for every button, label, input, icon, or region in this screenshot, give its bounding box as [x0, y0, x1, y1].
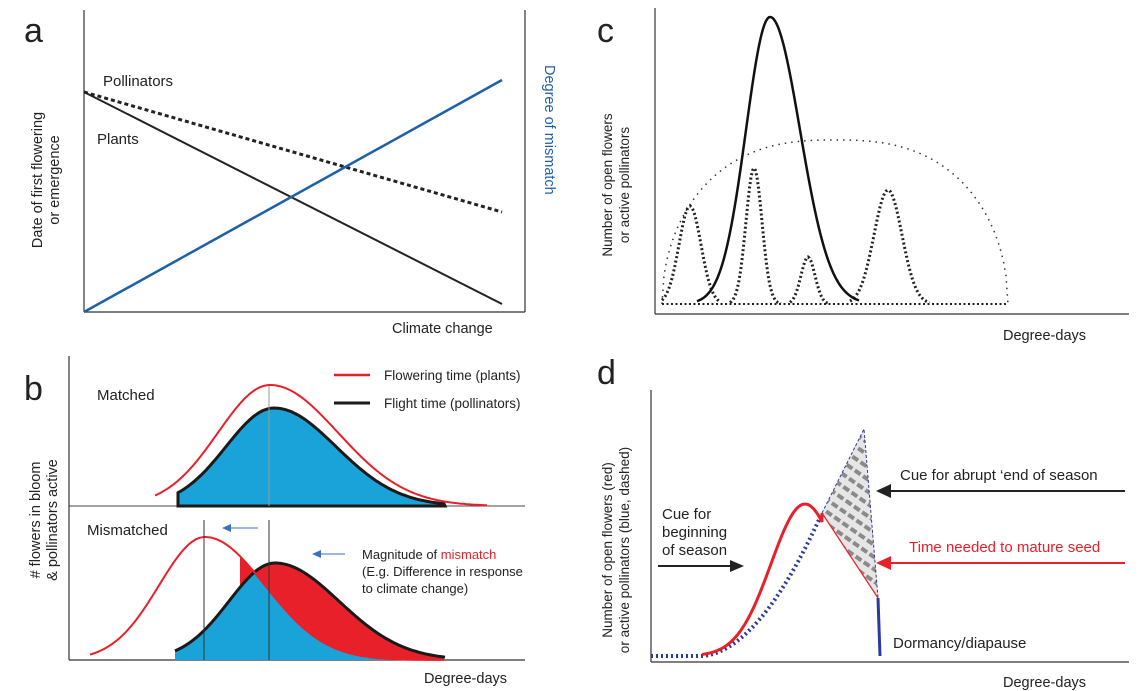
mismatched-label: Mismatched: [87, 522, 168, 539]
cue-end-label: Cue for abrupt ‘end of season: [900, 467, 1098, 484]
cue-end-arrow-head: [876, 484, 891, 498]
community-envelope-curve: [661, 139, 1009, 305]
panel-a-y-label: Date of first flowering or emergence: [30, 112, 63, 248]
mismatch-note-line1: Magnitude of mismatch: [362, 547, 496, 562]
panel-b-x-label: Degree-days: [424, 671, 507, 687]
panel-c-x-label: Degree-days: [1003, 328, 1086, 344]
legend-flight-label: Flight time (pollinators): [384, 396, 521, 411]
shift-arrow-head: [222, 524, 231, 532]
svg-text:Number of open flowers: Number of open flowers: [600, 113, 615, 257]
pollinators-outline: [821, 427, 879, 599]
mismatched-overlap-fill: [175, 573, 445, 660]
dormancy-label: Dormancy/diapause: [893, 635, 1026, 652]
panel-b-y-label: # flowers in bloom & pollinators active: [28, 459, 61, 581]
matched-flight-fill: [176, 406, 448, 508]
mismatched-flowering-curve: [89, 536, 445, 661]
mismatch-arrow-head: [312, 550, 321, 558]
seed-maturation-hatch: [822, 429, 878, 598]
species-peak-2: [729, 165, 782, 305]
cue-begin-line2: beginning: [662, 524, 727, 541]
plants-label: Plants: [97, 131, 139, 148]
svg-text:& pollinators active: & pollinators active: [45, 459, 61, 581]
seed-time-label: Time needed to mature seed: [909, 539, 1100, 556]
flowers-decline-line: [821, 512, 879, 599]
legend-flowering-label: Flowering time (plants): [384, 368, 521, 383]
svg-text:Number of open flowers (red): Number of open flowers (red): [600, 462, 615, 638]
pollinators-line: [83, 90, 503, 214]
svg-text:or emergence: or emergence: [47, 135, 63, 224]
panel-a-letter: a: [24, 12, 43, 50]
svg-text:or active pollinators (blue, d: or active pollinators (blue, dashed): [617, 447, 632, 653]
panel-d: d Cue for beginning of season Cue for ab…: [597, 354, 1129, 691]
season-end-drop: [876, 597, 882, 657]
panel-b-letter: b: [24, 370, 43, 408]
mismatch-note-line2: (E.g. Difference in response: [362, 564, 523, 579]
cue-begin-arrow-head: [730, 560, 744, 572]
cue-begin-line3: of season: [662, 542, 727, 559]
panel-d-x-label: Degree-days: [1003, 675, 1086, 691]
mismatch-line: [83, 78, 503, 314]
species-peak-3: [789, 255, 830, 305]
panel-a-x-label: Climate change: [392, 321, 493, 337]
plants-line: [83, 91, 503, 305]
svg-text:Date of first flowering: Date of first flowering: [30, 112, 46, 248]
svg-text:# flowers in bloom: # flowers in bloom: [28, 462, 44, 579]
matched-label: Matched: [97, 387, 155, 404]
panel-c-y-label: Number of open flowers or active pollina…: [600, 113, 632, 257]
mismatch-area-fill: [240, 556, 444, 660]
mismatch-note-line3: to climate change): [362, 581, 468, 596]
flowers-curve: [701, 502, 824, 656]
seed-time-arrow-head: [876, 556, 891, 570]
panel-a: a Pollinators Plants Climate change Date…: [24, 10, 557, 337]
species-peak-1: [660, 204, 720, 303]
panel-a-right-label: Degree of mismatch: [541, 65, 557, 195]
panel-b: b Flowering time (plants) Flight time (p…: [24, 356, 525, 687]
cue-begin-line1: Cue for: [662, 506, 711, 523]
panel-d-letter: d: [597, 354, 616, 392]
matched-flowering-curve: [154, 384, 488, 507]
panel-c: c Degree-days Number of open flowers or …: [597, 8, 1129, 344]
panel-c-letter: c: [597, 12, 614, 50]
species-peak-4: [849, 188, 930, 305]
panel-d-y-label: Number of open flowers (red) or active p…: [600, 447, 632, 653]
svg-text:or active pollinators: or active pollinators: [617, 127, 632, 244]
mismatched-flight-curve: [174, 561, 446, 659]
main-peak-curve: [696, 15, 860, 303]
pollinators-label: Pollinators: [103, 73, 173, 90]
